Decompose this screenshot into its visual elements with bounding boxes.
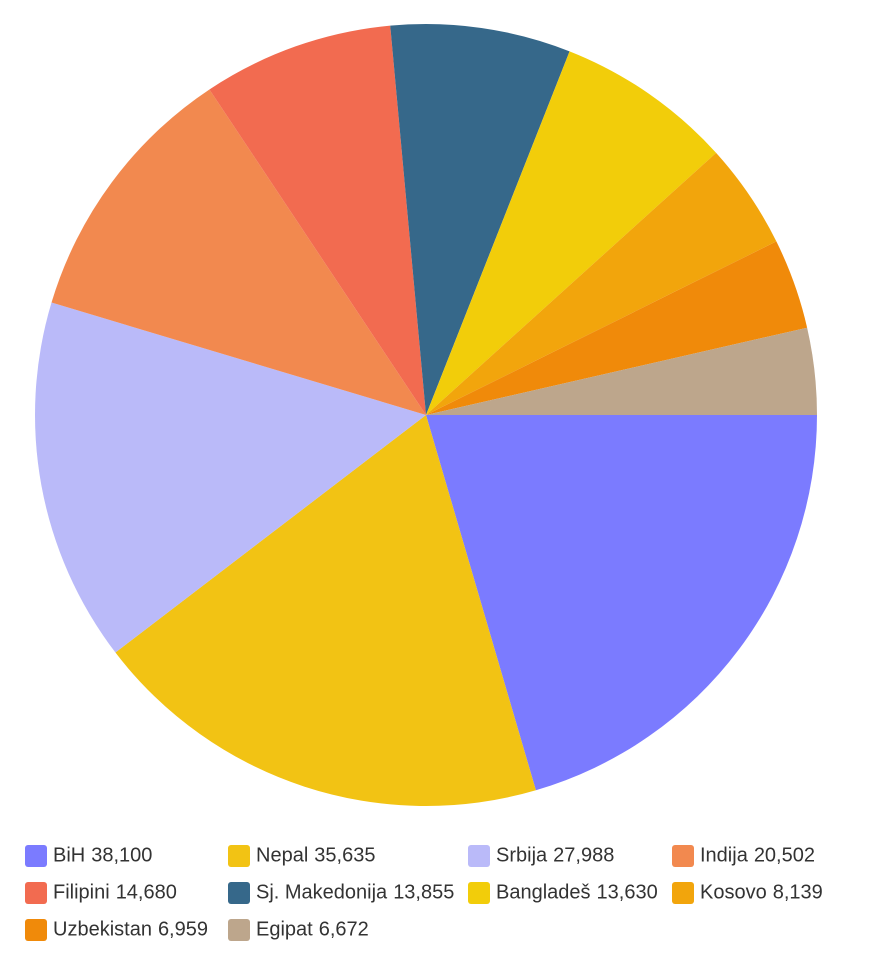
pie-slice (426, 415, 817, 791)
legend-label: Nepal (256, 844, 308, 866)
legend-swatch (228, 882, 250, 904)
legend-swatch (672, 845, 694, 867)
legend-value: 27,988 (553, 844, 614, 866)
legend-value: 35,635 (314, 844, 375, 866)
legend-swatch (468, 882, 490, 904)
legend-label: BiH (53, 844, 85, 866)
legend-value: 6,959 (158, 918, 208, 940)
legend-label: Srbija (496, 844, 548, 866)
pie-slice (209, 25, 426, 416)
pie-slice (51, 89, 426, 415)
legend-value: 20,502 (754, 844, 815, 866)
legend-value: 14,680 (116, 881, 177, 903)
legend-label: Egipat (256, 918, 313, 940)
pie-slice (35, 302, 426, 653)
legend-swatch (25, 919, 47, 941)
legend-swatch (25, 845, 47, 867)
legend-swatch (672, 882, 694, 904)
pie-slice (115, 415, 536, 806)
legend-label: Kosovo (700, 881, 767, 903)
legend-value: 8,139 (773, 881, 823, 903)
legend-label: Uzbekistan (53, 918, 152, 940)
legend-swatch (25, 882, 47, 904)
legend-swatch (468, 845, 490, 867)
pie-slice (426, 241, 808, 415)
legend-label: Indija (700, 844, 749, 866)
legend-label: Bangladeš (496, 881, 591, 903)
legend-value: 13,630 (597, 881, 658, 903)
legend-value: 38,100 (91, 844, 152, 866)
pie-slice (426, 327, 817, 415)
legend-label: Filipini (53, 881, 110, 903)
legend-value: 6,672 (319, 918, 369, 940)
legend-label: Sj. Makedonija (256, 881, 388, 903)
legend-swatch (228, 845, 250, 867)
legend-value: 13,855 (393, 881, 454, 903)
pie-slice (426, 152, 777, 416)
pie-slice (390, 24, 570, 415)
legend-swatch (228, 919, 250, 941)
pie-slice (426, 51, 717, 415)
